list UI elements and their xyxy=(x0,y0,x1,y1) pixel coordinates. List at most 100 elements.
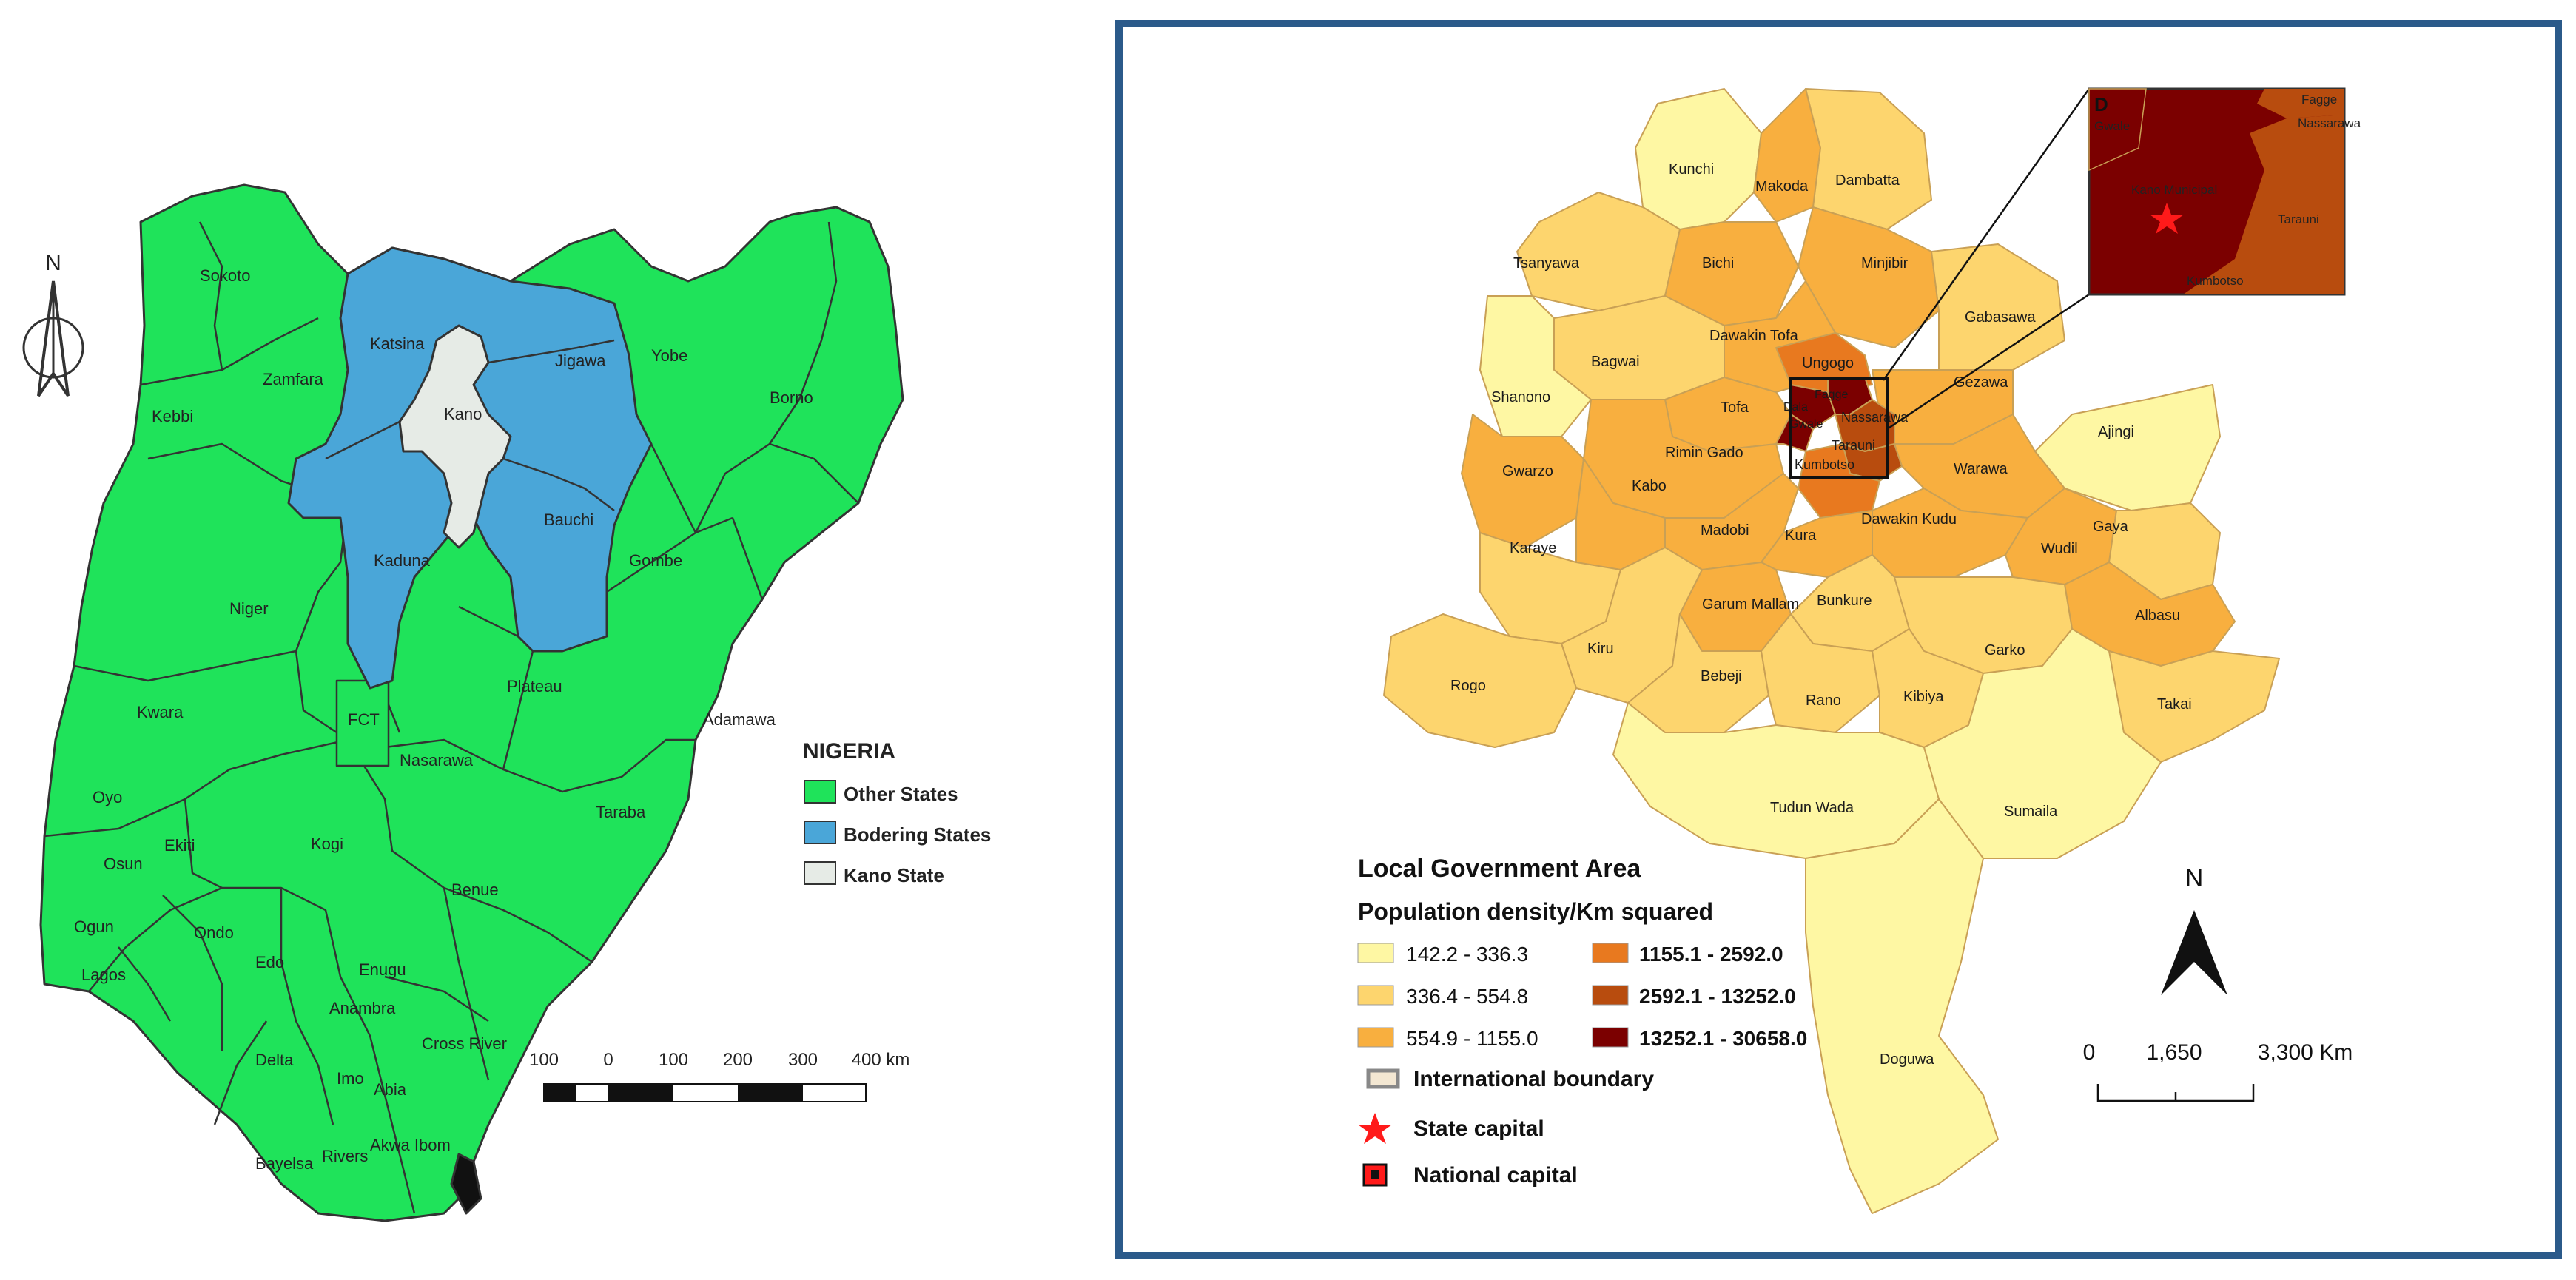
state-label: Borno xyxy=(770,388,813,407)
lga-label: Wudil xyxy=(2041,541,2078,557)
lga-label: Kabo xyxy=(1632,478,1667,494)
state-label: Zamfara xyxy=(263,370,324,388)
lga-label: Kibiya xyxy=(1903,689,1944,705)
lga-region xyxy=(1931,243,2065,371)
state-label: Akwa Ibom xyxy=(370,1136,451,1154)
lga-label: Gwarzo xyxy=(1502,463,1553,479)
lga-label: Rimin Gado xyxy=(1665,445,1743,461)
state-label: Kwara xyxy=(137,703,184,721)
legend-item: Kano State xyxy=(804,861,944,886)
inset-label: Nassarawa xyxy=(2298,116,2361,130)
scale-tick-label: 400 km xyxy=(852,1050,910,1070)
lga-label: Doguwa xyxy=(1880,1051,1934,1068)
lga-label: Bichi xyxy=(1702,255,1734,272)
kano-scale-bar: 0 1,650 3,300 Km xyxy=(2083,1040,2353,1102)
lga-label: Tofa xyxy=(1721,400,1749,416)
state-label: Imo xyxy=(337,1069,364,1088)
lga-label: Dambatta xyxy=(1835,172,1900,189)
scale-tick-label: 0 xyxy=(2083,1040,2096,1065)
lga-label: Tudun Wada xyxy=(1770,800,1854,816)
lga-labels: Kunchi Makoda Dambatta Tsanyawa Bichi Mi… xyxy=(1450,161,2192,1068)
legend-subtitle: Population density/Km squared xyxy=(1358,898,1713,925)
lga-label: Ajingi xyxy=(2098,424,2134,440)
legend-symbol: State capital xyxy=(1358,1113,1544,1144)
legend-title: NIGERIA xyxy=(803,739,895,764)
state-label: Nasarawa xyxy=(400,751,474,769)
lga-label: Madobi xyxy=(1701,522,1749,539)
legend-class: 1155.1 - 2592.0 xyxy=(1592,943,1783,966)
lga-label: Dala xyxy=(1783,401,1808,414)
lga-label: Warawa xyxy=(1954,461,2008,477)
legend-item: Bodering States xyxy=(804,821,991,846)
north-arrow-label: N xyxy=(45,251,61,275)
state-label: Bayelsa xyxy=(255,1154,314,1173)
inset-connector xyxy=(1789,88,2091,479)
lga-label: Kumbotso xyxy=(1795,457,1854,472)
state-label: Anambra xyxy=(329,999,396,1017)
kano-state-region xyxy=(398,324,512,549)
legend-symbol: National capital xyxy=(1362,1163,1578,1188)
square-dot-icon xyxy=(1362,1163,1388,1187)
inset-letter: D xyxy=(2094,93,2108,115)
scale-tick-label: 300 xyxy=(788,1050,818,1070)
legend-class-label: 554.9 - 1155.0 xyxy=(1406,1027,1538,1050)
state-label: Enugu xyxy=(359,960,406,979)
legend-class-label: 2592.1 - 13252.0 xyxy=(1639,985,1796,1008)
scale-tick-label: 100 xyxy=(529,1050,559,1070)
legend-item: Other States xyxy=(804,780,958,805)
legend-class: 336.4 - 554.8 xyxy=(1357,985,1528,1008)
boundary-icon xyxy=(1366,1068,1400,1089)
state-label: Kogi xyxy=(311,835,343,853)
legend-symbol-label: National capital xyxy=(1413,1163,1578,1188)
legend-class: 2592.1 - 13252.0 xyxy=(1592,985,1796,1008)
lga-label: Garko xyxy=(1985,642,2025,658)
state-label: Lagos xyxy=(81,966,126,984)
lga-label: Gaya xyxy=(2093,519,2129,535)
lga-label: Gabasawa xyxy=(1965,309,2036,326)
lga-polygons xyxy=(1383,88,2280,1214)
state-label: Bauchi xyxy=(544,511,593,529)
legend-class-label: 1155.1 - 2592.0 xyxy=(1639,943,1783,966)
state-label: Plateau xyxy=(507,677,562,695)
lga-label: Fagge xyxy=(1815,388,1848,401)
legend-item-label: Other States xyxy=(844,783,958,805)
legend-symbol-label: State capital xyxy=(1413,1116,1544,1141)
inset-label: Kumbotso xyxy=(2187,274,2244,288)
inset-label: Tarauni xyxy=(2278,212,2319,226)
legend-class-label: 336.4 - 554.8 xyxy=(1406,985,1528,1008)
red-star-icon xyxy=(2150,203,2184,234)
scale-tick-label: 0 xyxy=(603,1050,613,1070)
lga-label: Makoda xyxy=(1755,178,1809,195)
lga-label: Shanono xyxy=(1491,389,1550,405)
lga-label: Takai xyxy=(2157,696,2192,713)
state-label: Sokoto xyxy=(200,266,251,285)
lga-label: Albasu xyxy=(2135,607,2180,624)
lga-region xyxy=(1798,443,1880,519)
lga-label: Bebeji xyxy=(1701,668,1742,684)
lga-label: Tsanyawa xyxy=(1513,255,1580,272)
state-label: Ondo xyxy=(194,923,234,942)
lga-label: Kura xyxy=(1785,528,1817,544)
lga-label: Sumaila xyxy=(2004,804,2058,820)
lga-label: Rano xyxy=(1806,693,1841,709)
state-label: Katsina xyxy=(370,334,425,353)
state-label: FCT xyxy=(348,710,380,729)
lga-label: Ungogo xyxy=(1802,355,1854,371)
legend-title: Local Government Area xyxy=(1358,855,1641,883)
state-label: Niger xyxy=(229,599,269,618)
north-arrow-icon: N xyxy=(22,251,84,397)
lga-region xyxy=(1775,414,1814,452)
state-label: Ogun xyxy=(74,917,114,936)
legend-class-label: 13252.1 - 30658.0 xyxy=(1639,1027,1807,1050)
lga-label: Garum Mallam xyxy=(1702,596,1799,613)
nigeria-outline xyxy=(39,183,904,1222)
lga-label: Gwale xyxy=(1789,418,1823,431)
state-label: Jigawa xyxy=(555,351,606,370)
kano-legend: Local Government Area Population density… xyxy=(1357,855,1807,1188)
inset-map-d: D Fagge Gwale Nassarawa Kano Municipal T… xyxy=(2088,87,2361,296)
state-label: Cross River xyxy=(422,1034,507,1053)
lga-label: Karaye xyxy=(1510,540,1556,556)
state-label: Kaduna xyxy=(374,551,431,570)
state-label: Delta xyxy=(255,1051,294,1069)
state-label: Adamawa xyxy=(703,710,776,729)
